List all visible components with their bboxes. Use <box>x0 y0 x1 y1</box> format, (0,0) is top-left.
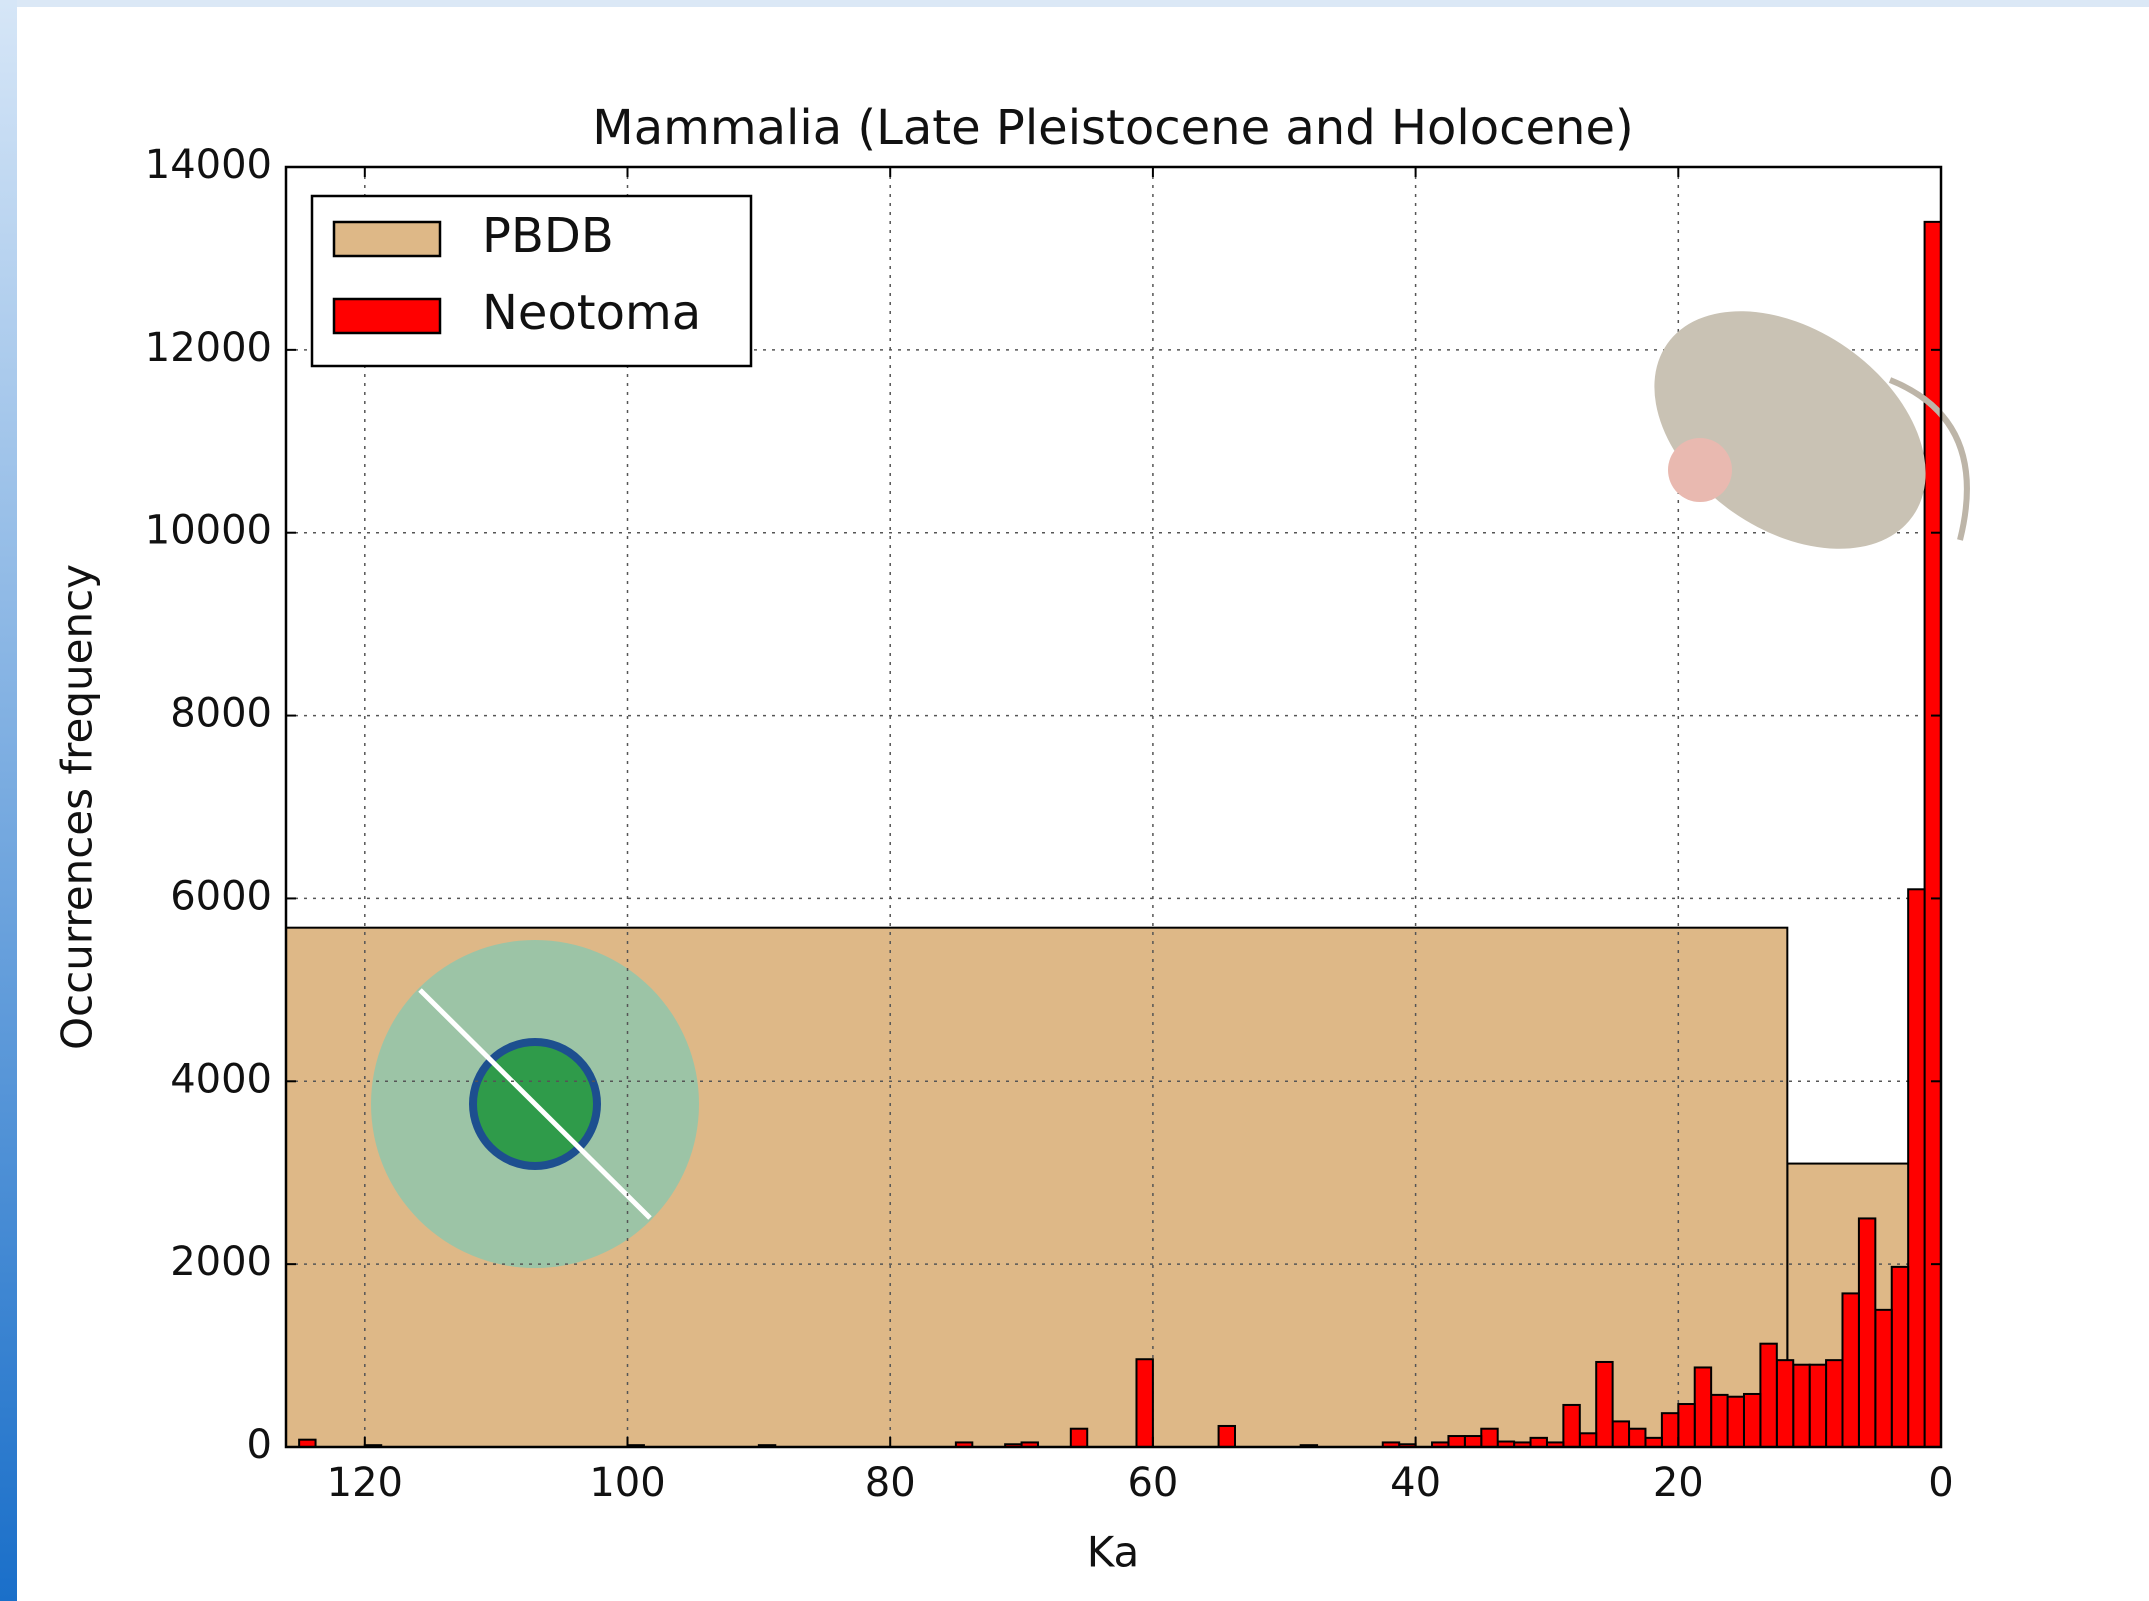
histogram-bar <box>1857 1217 1877 1449</box>
histogram-bar <box>1775 1359 1795 1448</box>
x-tick-label: 20 <box>1653 1460 1704 1506</box>
histogram-bar <box>1792 1363 1811 1448</box>
legend-label: PBDB <box>482 208 614 264</box>
histogram-bar <box>1907 888 1926 1448</box>
legend-swatch <box>332 297 442 335</box>
x-tick-label: 60 <box>1127 1460 1178 1506</box>
histogram-bar <box>1447 1435 1466 1448</box>
y-tick-label: 14000 <box>145 142 272 188</box>
histogram-bar <box>1595 1360 1614 1449</box>
histogram-bar <box>1480 1427 1499 1448</box>
y-tick-label: 8000 <box>170 691 272 737</box>
rodent-ear <box>1668 438 1732 502</box>
y-axis-label: Occurrences frequency <box>53 564 102 1050</box>
histogram-bar <box>1693 1366 1713 1449</box>
rodent-tail <box>1888 377 1970 541</box>
side-border <box>0 0 17 1601</box>
histogram-bar <box>1677 1403 1696 1448</box>
histogram-bar <box>1562 1403 1581 1449</box>
histogram-bar <box>1890 1265 1910 1449</box>
y-tick-label: 4000 <box>170 1056 272 1102</box>
rodent-illustration <box>1654 311 1970 549</box>
x-tick-label: 0 <box>1928 1460 1953 1506</box>
histogram-bar <box>1710 1393 1729 1449</box>
top-border <box>0 0 2149 7</box>
x-tick-label: 120 <box>327 1460 403 1506</box>
histogram-bar <box>1660 1412 1680 1448</box>
y-tick-label: 12000 <box>145 325 272 371</box>
histogram-bar <box>1069 1427 1089 1448</box>
histogram-bar <box>1611 1420 1631 1449</box>
histogram-bar <box>1759 1342 1778 1448</box>
histogram-bar <box>1808 1363 1828 1448</box>
chart-title: Mammalia (Late Pleistocene and Holocene) <box>592 100 1633 156</box>
histogram-bar <box>1841 1292 1860 1449</box>
x-axis-label: Ka <box>1087 1528 1140 1577</box>
rodent-body <box>1654 311 1926 549</box>
plot-frame <box>284 165 1943 1449</box>
histogram-bar <box>1578 1432 1598 1449</box>
y-tick-label: 0 <box>247 1422 272 1468</box>
legend-label: Neotoma <box>482 285 701 341</box>
logo-line <box>418 988 652 1220</box>
logo <box>371 940 699 1268</box>
x-tick-label: 80 <box>865 1460 916 1506</box>
histogram-bar <box>1742 1392 1762 1449</box>
histogram-bar <box>1529 1436 1548 1449</box>
y-tick-label: 10000 <box>145 508 272 554</box>
y-tick-label: 6000 <box>170 873 272 919</box>
histogram-bar <box>1628 1427 1647 1448</box>
x-tick-label: 40 <box>1390 1460 1441 1506</box>
histogram-bar <box>1644 1436 1663 1449</box>
histogram-bar <box>1135 1358 1154 1448</box>
x-tick-label: 100 <box>589 1460 665 1506</box>
histogram-bar <box>1874 1308 1893 1449</box>
histogram-bar <box>1825 1359 1844 1448</box>
legend-swatch <box>332 220 442 258</box>
histogram-bar <box>1726 1395 1745 1448</box>
histogram-bar <box>1463 1435 1483 1448</box>
histogram-bar <box>1217 1424 1236 1449</box>
y-tick-label: 2000 <box>170 1239 272 1285</box>
